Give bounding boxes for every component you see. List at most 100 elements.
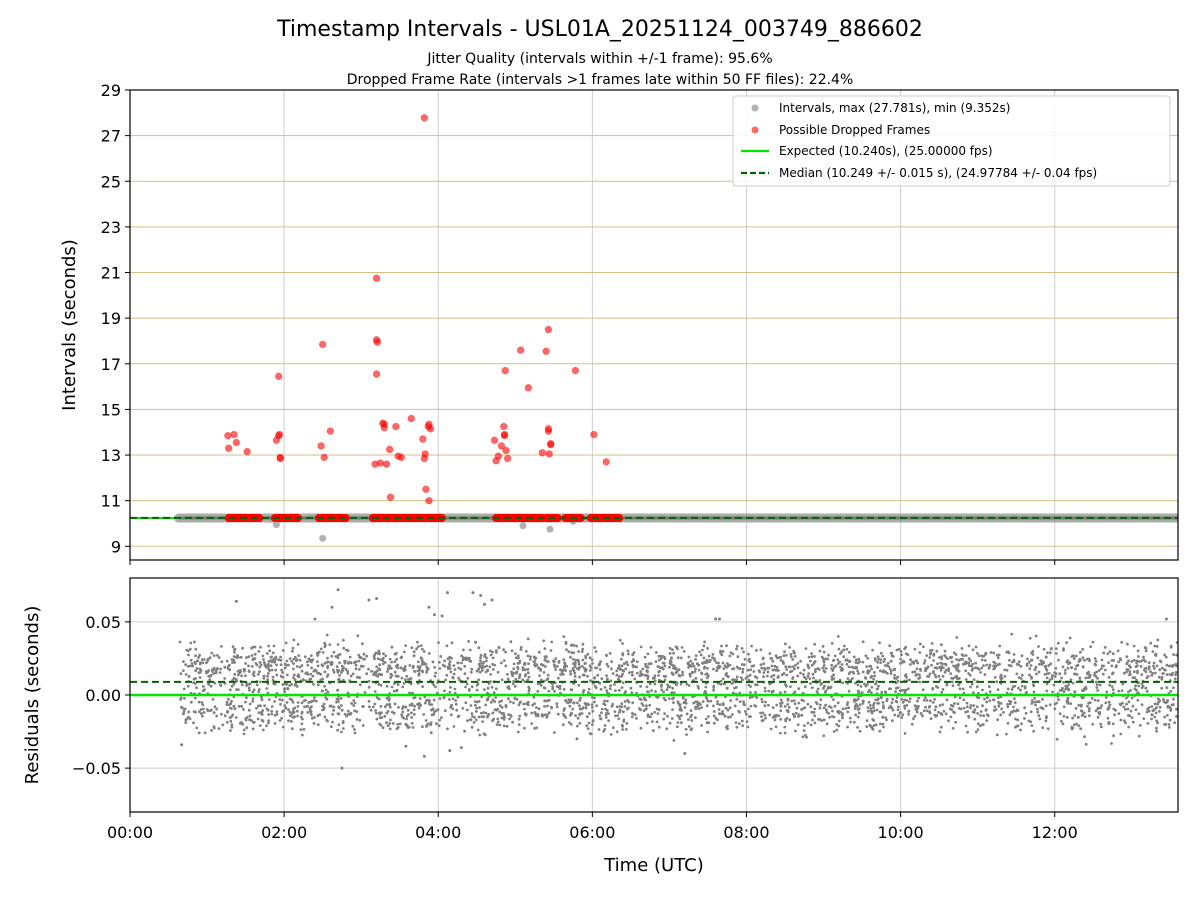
residual-point [1139, 665, 1143, 668]
residual-point [475, 706, 478, 710]
residual-point [917, 696, 920, 700]
residual-point [822, 718, 826, 722]
residual-point [744, 677, 748, 680]
residual-point [337, 700, 340, 703]
residual-point [1062, 690, 1066, 693]
residual-point [367, 598, 371, 602]
residual-point [540, 713, 544, 716]
intervals-y-tick-label: 15 [101, 400, 121, 419]
residual-point [807, 655, 811, 659]
residual-point [999, 702, 1003, 705]
residual-point [203, 731, 207, 735]
residual-point [220, 712, 223, 716]
residual-point [448, 660, 452, 663]
residual-point [312, 722, 316, 725]
residual-point [251, 690, 255, 694]
residual-point [687, 725, 691, 728]
residual-point [189, 700, 193, 704]
residual-point [288, 684, 291, 687]
residual-point [1128, 670, 1132, 674]
residual-point [1119, 718, 1123, 722]
residual-point [881, 715, 885, 719]
residual-point [835, 723, 839, 726]
residual-point [611, 672, 615, 675]
residual-point [943, 670, 947, 674]
residual-point [1041, 697, 1044, 701]
residual-point [551, 682, 554, 686]
dropped-frame-point [426, 425, 435, 433]
residual-point [392, 689, 396, 693]
residual-point [507, 713, 510, 716]
residual-point [1088, 714, 1091, 718]
residual-point [198, 676, 202, 679]
residual-point [494, 687, 498, 691]
residual-point [578, 704, 581, 708]
residual-point [1029, 658, 1033, 662]
residual-point [407, 725, 411, 729]
residual-point [625, 722, 629, 725]
residual-point [1168, 673, 1172, 676]
residual-point [198, 670, 202, 674]
residual-point [387, 667, 391, 671]
residual-point [477, 678, 480, 682]
residual-point [417, 706, 421, 710]
residual-point [1132, 658, 1136, 662]
residual-point [539, 684, 543, 687]
residual-point [448, 655, 452, 659]
residual-point [830, 675, 834, 679]
residual-point [1106, 652, 1110, 656]
dropped-frame-point [502, 446, 510, 455]
residual-point [805, 735, 808, 739]
residual-point [553, 660, 556, 663]
residual-point [1107, 661, 1110, 664]
residual-point [1108, 650, 1112, 654]
residual-point [267, 667, 271, 671]
residual-point [623, 700, 627, 703]
residual-point [1124, 707, 1127, 711]
residual-point [938, 704, 942, 707]
residual-point [388, 664, 392, 668]
residual-point [719, 682, 723, 686]
residual-point [890, 706, 894, 710]
residual-point [543, 655, 547, 659]
residuals-y-tick-label: 0.00 [85, 686, 121, 705]
residual-point [603, 724, 607, 727]
residual-point [878, 710, 882, 714]
residual-point [970, 682, 974, 686]
residual-point [770, 675, 773, 679]
residual-point [905, 699, 909, 702]
residual-point [646, 713, 650, 717]
residual-point [1006, 702, 1009, 706]
residual-point [202, 711, 206, 714]
dropped-frame-point [320, 453, 328, 462]
residual-point [558, 668, 562, 672]
residual-point [569, 672, 572, 676]
residual-point [706, 699, 710, 703]
residual-point [867, 690, 870, 694]
residual-point [309, 709, 313, 713]
residual-point [1137, 655, 1140, 658]
residual-point [225, 721, 229, 724]
residual-point [957, 683, 960, 687]
residual-point [470, 712, 474, 715]
residual-point [245, 656, 248, 659]
residual-point [708, 660, 711, 664]
residual-point [442, 696, 446, 700]
residual-point [244, 700, 247, 704]
residual-point [267, 663, 270, 666]
residual-point [316, 714, 320, 718]
residual-point [467, 656, 471, 660]
residual-point [1094, 663, 1098, 667]
residual-point [261, 654, 265, 658]
residual-point [1065, 715, 1069, 719]
residual-point [451, 697, 455, 701]
residual-point [1036, 710, 1040, 714]
residual-point [189, 658, 193, 662]
residual-point [615, 673, 619, 677]
residual-point [1113, 713, 1116, 717]
residual-point [1050, 677, 1054, 680]
residual-point [1134, 708, 1138, 712]
residual-point [935, 714, 939, 717]
residual-point [340, 708, 344, 712]
residual-point [666, 683, 670, 687]
